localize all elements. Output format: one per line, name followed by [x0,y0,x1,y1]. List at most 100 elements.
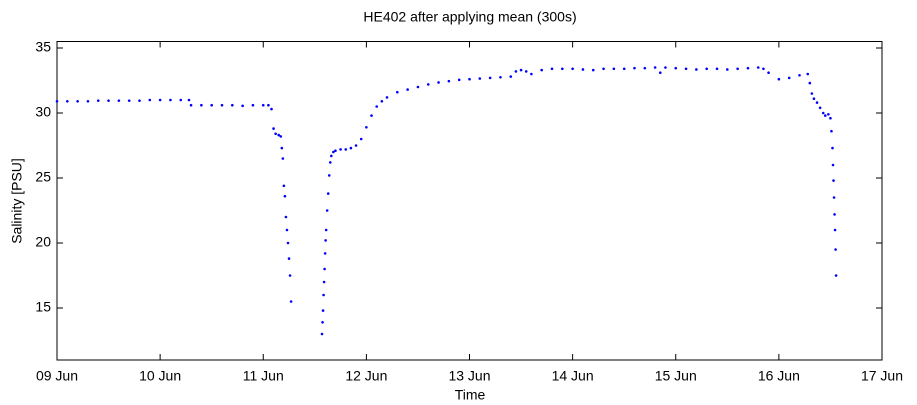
data-point [810,92,814,95]
data-point [643,66,647,70]
data-point [210,103,213,107]
data-point [832,196,836,199]
data-point [830,129,833,133]
data-point [328,161,332,164]
data-point [653,66,657,69]
chart-title: HE402 after applying mean (300s) [363,9,576,25]
data-point [821,111,825,115]
data-point [406,88,409,91]
data-point [426,83,430,86]
data-point [622,67,626,71]
data-point [488,76,492,80]
data-point [325,209,329,212]
data-point [514,70,518,73]
data-point [509,75,513,78]
data-point [127,99,131,102]
data-point [261,103,265,107]
data-point [396,90,399,94]
data-point [833,213,836,216]
y-tick-label: 25 [35,169,51,185]
data-point [831,163,835,167]
data-point [581,68,585,71]
data-point [327,174,331,177]
data-point [148,98,152,102]
y-tick-label: 20 [35,234,51,250]
data-point [767,71,770,74]
data-point [815,101,819,104]
data-point [349,146,353,150]
data-point [519,68,523,72]
data-point [76,100,79,103]
data-point [385,96,389,99]
y-tick-label: 15 [35,299,51,315]
y-axis-label: Salinity [PSU] [9,158,25,244]
data-point [812,97,816,100]
data-point [695,68,698,71]
y-tick-label: 35 [35,39,51,55]
data-point [324,239,327,242]
x-tick-label: 17 Jun [861,368,903,384]
data-point [457,78,461,82]
data-point [241,104,244,108]
data-point [280,146,284,150]
data-point [282,184,286,188]
data-point [715,67,719,71]
data-point [179,98,183,102]
data-point [321,309,325,312]
data-point [571,67,574,71]
data-point [187,98,191,102]
data-point [726,68,729,71]
data-point [827,113,830,116]
data-point [832,179,835,182]
data-point [416,85,420,89]
x-tick-label: 15 Jun [655,368,697,384]
y-tick-label: 30 [35,104,51,120]
plot-frame [56,41,883,361]
data-point [762,67,765,71]
data-point [277,133,281,137]
data-point [365,126,368,129]
data-point [530,72,533,76]
data-point [674,66,678,70]
data-point [591,68,595,72]
data-point [370,114,373,117]
data-point [550,67,554,71]
data-point [286,241,290,245]
x-tick-label: 11 Jun [243,368,284,384]
data-point [806,72,810,76]
data-point [66,100,69,103]
data-point [834,248,837,251]
data-point [231,103,234,107]
data-point [55,100,59,103]
data-point [798,74,801,77]
x-tick-label: 12 Jun [345,368,387,384]
data-point [220,103,224,107]
data-point [289,300,293,303]
data-point [334,149,337,152]
data-point [633,66,636,70]
data-point [96,99,100,102]
data-point [117,99,121,102]
data-point [602,67,605,71]
x-tick-label: 13 Jun [448,368,490,384]
data-point [321,321,324,324]
data-point [787,76,791,80]
data-point [332,150,335,154]
data-point [437,81,440,84]
data-point [736,67,739,71]
data-point [284,215,288,219]
x-tick-label: 10 Jun [139,368,181,384]
data-point [267,103,270,107]
data-point [323,252,327,255]
data-point [339,148,342,151]
data-point [274,132,277,136]
data-point [189,103,193,107]
data-point [270,107,273,111]
data-point [251,103,255,107]
data-point [322,280,326,284]
data-point [818,106,822,110]
data-point [561,67,564,71]
data-point [834,274,838,277]
data-point [777,77,781,81]
data-point [746,66,750,70]
